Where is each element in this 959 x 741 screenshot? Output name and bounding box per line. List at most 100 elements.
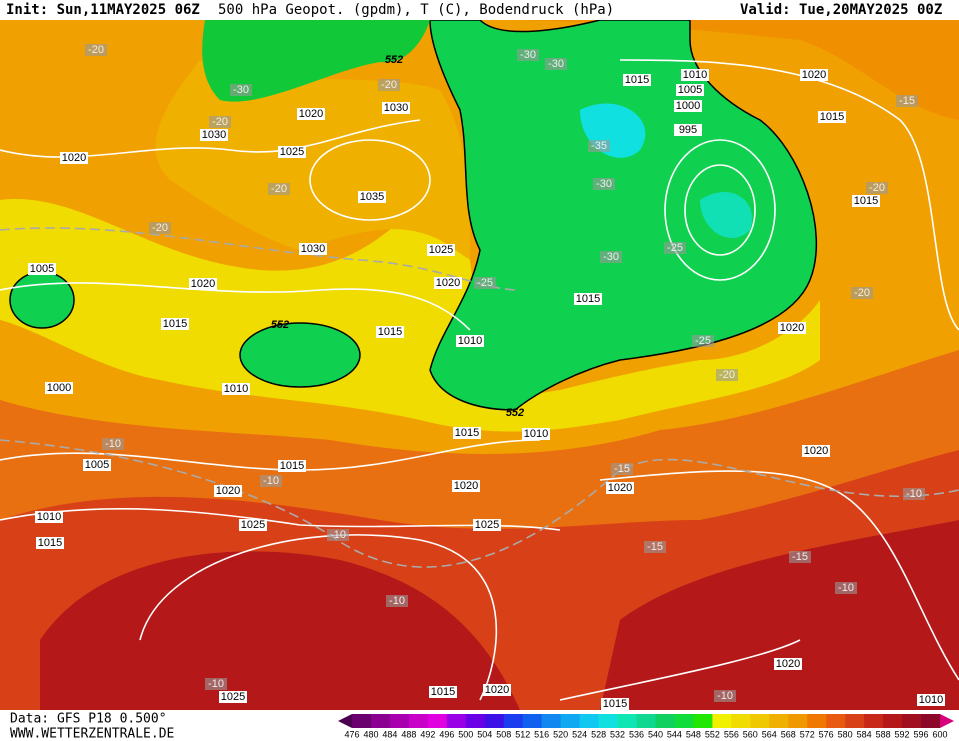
height-label: 552 (385, 54, 403, 66)
pressure-label: 1020 (608, 482, 632, 494)
isobar (619, 59, 959, 331)
colorbar-swatch (427, 714, 448, 728)
temperature-label-box (600, 251, 622, 263)
temperature-label-box (716, 369, 738, 381)
pressure-label: 1015 (576, 293, 600, 305)
colorbar-label: 528 (591, 729, 606, 739)
temperature-label-box (386, 595, 408, 607)
colorbar-label: 500 (458, 729, 473, 739)
colorbar-label: 508 (496, 729, 511, 739)
contour-labels: 1020 1030 1020 1025 1030 1035 1030 1025 1020 1020… (28, 44, 945, 710)
colorbar-label: 600 (932, 729, 947, 739)
colorbar-label: 532 (610, 729, 625, 739)
pressure-label: 1020 (62, 152, 86, 164)
init-time: Init: Sun,11MAY2025 06Z (6, 2, 200, 18)
colorbar-arrow (940, 714, 954, 728)
site-name: WWW.WETTERZENTRALE.DE (10, 727, 174, 741)
colorbar-swatch (750, 714, 770, 728)
temperature-label-box (102, 438, 124, 450)
pressure-label: 1025 (475, 519, 499, 531)
pressure-label-box (239, 519, 267, 531)
temperature-label: -20 (152, 222, 168, 234)
colorbar-label: 548 (686, 729, 701, 739)
temperature-label: -20 (212, 116, 228, 128)
temperature-label-box (851, 287, 873, 299)
pressure-label-box (278, 460, 306, 472)
pressure-label-box (681, 69, 709, 81)
colorbar-swatch (712, 714, 732, 728)
pressure-label: 1010 (224, 383, 248, 395)
colorbar-label: 504 (477, 729, 492, 739)
colorbar-label: 476 (344, 729, 359, 739)
temperature-label-box (260, 475, 282, 487)
pressure-label: 1020 (454, 480, 478, 492)
pressure-label-box (852, 195, 880, 207)
pressure-label: 1025 (221, 691, 245, 703)
temperature-label: -10 (906, 488, 922, 500)
colorbar-label: 512 (515, 729, 530, 739)
temperature-label-box (545, 58, 567, 70)
colorbar-swatch (617, 714, 638, 728)
pressure-label: 1020 (216, 485, 240, 497)
pressure-label: 1025 (280, 146, 304, 158)
field-orange-north (0, 20, 959, 120)
colorbar-label: 488 (401, 729, 416, 739)
colorbar-label: 572 (800, 729, 815, 739)
colorbar-arrow (338, 714, 352, 728)
colorbar-label: 556 (724, 729, 739, 739)
temperature-label: -20 (869, 182, 885, 194)
colorbar-label: 516 (534, 729, 549, 739)
colorbar: 476 480 484 488 492 496 500 504 508 512 516 520 524 5… (338, 714, 954, 739)
height-label: 552 (506, 407, 524, 419)
pressure-label-box (219, 691, 247, 703)
colorbar-swatch (598, 714, 619, 728)
pressure-label-box (376, 326, 404, 338)
field-dark-red (40, 551, 520, 710)
colorbar-swatch (788, 714, 808, 728)
field-dark-red-east (600, 520, 959, 710)
pressure-label: 1015 (854, 195, 878, 207)
pressure-label: 1015 (603, 698, 627, 710)
field-green-north (202, 20, 430, 102)
pressure-label-box (83, 459, 111, 471)
colorbar-swatch (731, 714, 751, 728)
pressure-label-box (358, 191, 386, 203)
colorbar-swatch (541, 714, 562, 728)
pressure-label-box (453, 427, 481, 439)
colorbar-swatch (902, 714, 922, 728)
colorbar-swatch (769, 714, 789, 728)
colorbar-label: 536 (629, 729, 644, 739)
colorbar-label: 564 (762, 729, 777, 739)
pressure-label-box (222, 383, 250, 395)
colorbar-swatch (560, 714, 581, 728)
colorbar-label: 588 (876, 729, 891, 739)
temperature-label-box (517, 49, 539, 61)
temperature-label-box (611, 463, 633, 475)
pressure-label-box (161, 318, 189, 330)
colorbar-label: 584 (857, 729, 872, 739)
pressure-label: 1015 (820, 111, 844, 123)
isobar (139, 534, 498, 701)
pressure-label-box (429, 686, 457, 698)
pressure-label: 1015 (280, 460, 304, 472)
pressure-label-box (674, 124, 702, 136)
pressure-label: 1020 (780, 322, 804, 334)
pressure-label-box (297, 108, 325, 120)
temperature-label-box (205, 678, 227, 690)
pressure-label: 995 (679, 124, 697, 136)
colorbar-label: 568 (781, 729, 796, 739)
temperature-label: -25 (477, 277, 493, 289)
pressure-label-box (601, 698, 629, 710)
pressure-label: 1035 (360, 191, 384, 203)
pressure-label-box (382, 102, 410, 114)
temperature-label-box (378, 79, 400, 91)
temperature-label: -20 (88, 44, 104, 56)
temperature-label-box (209, 116, 231, 128)
field-yellow-band (0, 180, 820, 432)
temperature-label-box (588, 140, 610, 152)
colorbar-label: 492 (420, 729, 435, 739)
colorbar-label: 524 (572, 729, 587, 739)
temperature-label: -30 (596, 178, 612, 190)
pressure-label: 1015 (625, 74, 649, 86)
pressure-label: 1010 (683, 69, 707, 81)
